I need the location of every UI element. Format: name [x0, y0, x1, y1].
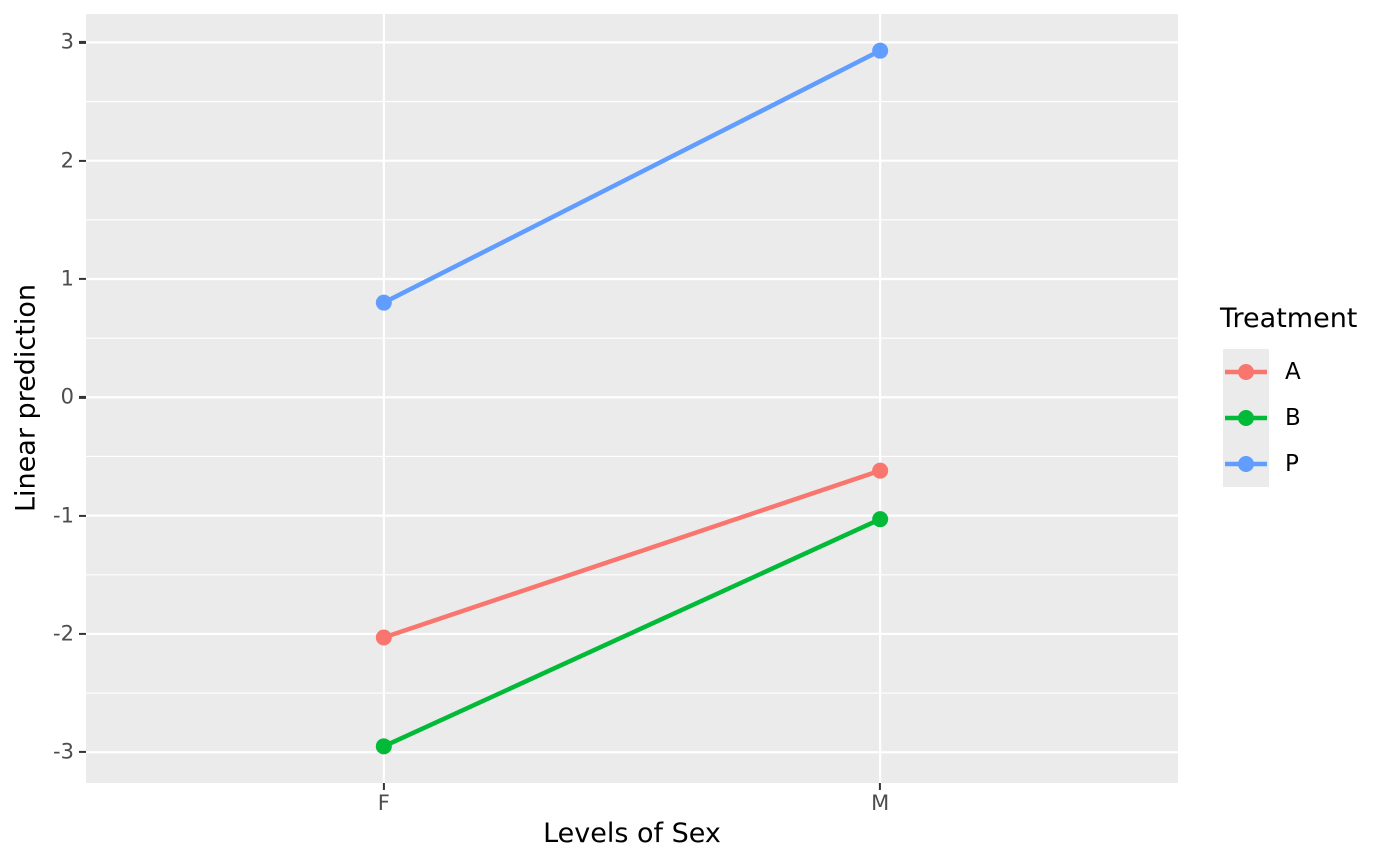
series-line-P — [382, 48, 882, 305]
legend-item-P: P — [1223, 441, 1357, 487]
plot-area-svg — [86, 14, 1178, 783]
series-point-B — [872, 511, 889, 528]
series-point-P — [872, 42, 889, 59]
legend-label: P — [1285, 450, 1299, 477]
legend-item-B: B — [1223, 395, 1357, 441]
y-tick-label: -1 — [53, 503, 74, 528]
series-point-A — [375, 629, 392, 646]
y-tick-mark — [79, 277, 86, 281]
series-point-B — [375, 738, 392, 755]
y-axis-title: Linear prediction — [10, 284, 42, 512]
legend-label: A — [1285, 358, 1301, 385]
series-line-B — [382, 517, 882, 749]
series-point-A — [872, 462, 889, 479]
y-tick-label: 3 — [60, 29, 74, 54]
x-tick-mark — [879, 783, 882, 790]
y-tick-label: 2 — [60, 148, 74, 173]
y-tick-label: -3 — [53, 739, 74, 764]
y-tick-mark — [79, 41, 86, 44]
legend-key-icon — [1223, 395, 1269, 441]
y-tick-mark — [79, 159, 86, 162]
y-tick-label: -2 — [53, 621, 74, 646]
x-tick-label: F — [377, 791, 390, 815]
legend-title: Treatment — [1220, 303, 1358, 334]
legend-label: B — [1285, 404, 1301, 431]
series-point-P — [375, 294, 392, 311]
x-tick-label: M — [871, 791, 890, 815]
legend-key-icon — [1223, 349, 1269, 395]
y-tick-mark — [79, 751, 86, 754]
y-tick-mark — [79, 514, 86, 517]
y-tick-mark — [79, 396, 86, 399]
y-tick-label: 0 — [60, 384, 74, 409]
legend-key-icon — [1223, 441, 1269, 487]
series-line-A — [383, 468, 881, 640]
plot-panel — [86, 14, 1178, 783]
x-axis-title: Levels of Sex — [543, 818, 721, 849]
x-tick-mark — [382, 783, 385, 790]
legend-item-A: A — [1223, 349, 1357, 395]
y-tick-mark — [79, 632, 86, 636]
y-tick-label: 1 — [60, 266, 74, 291]
